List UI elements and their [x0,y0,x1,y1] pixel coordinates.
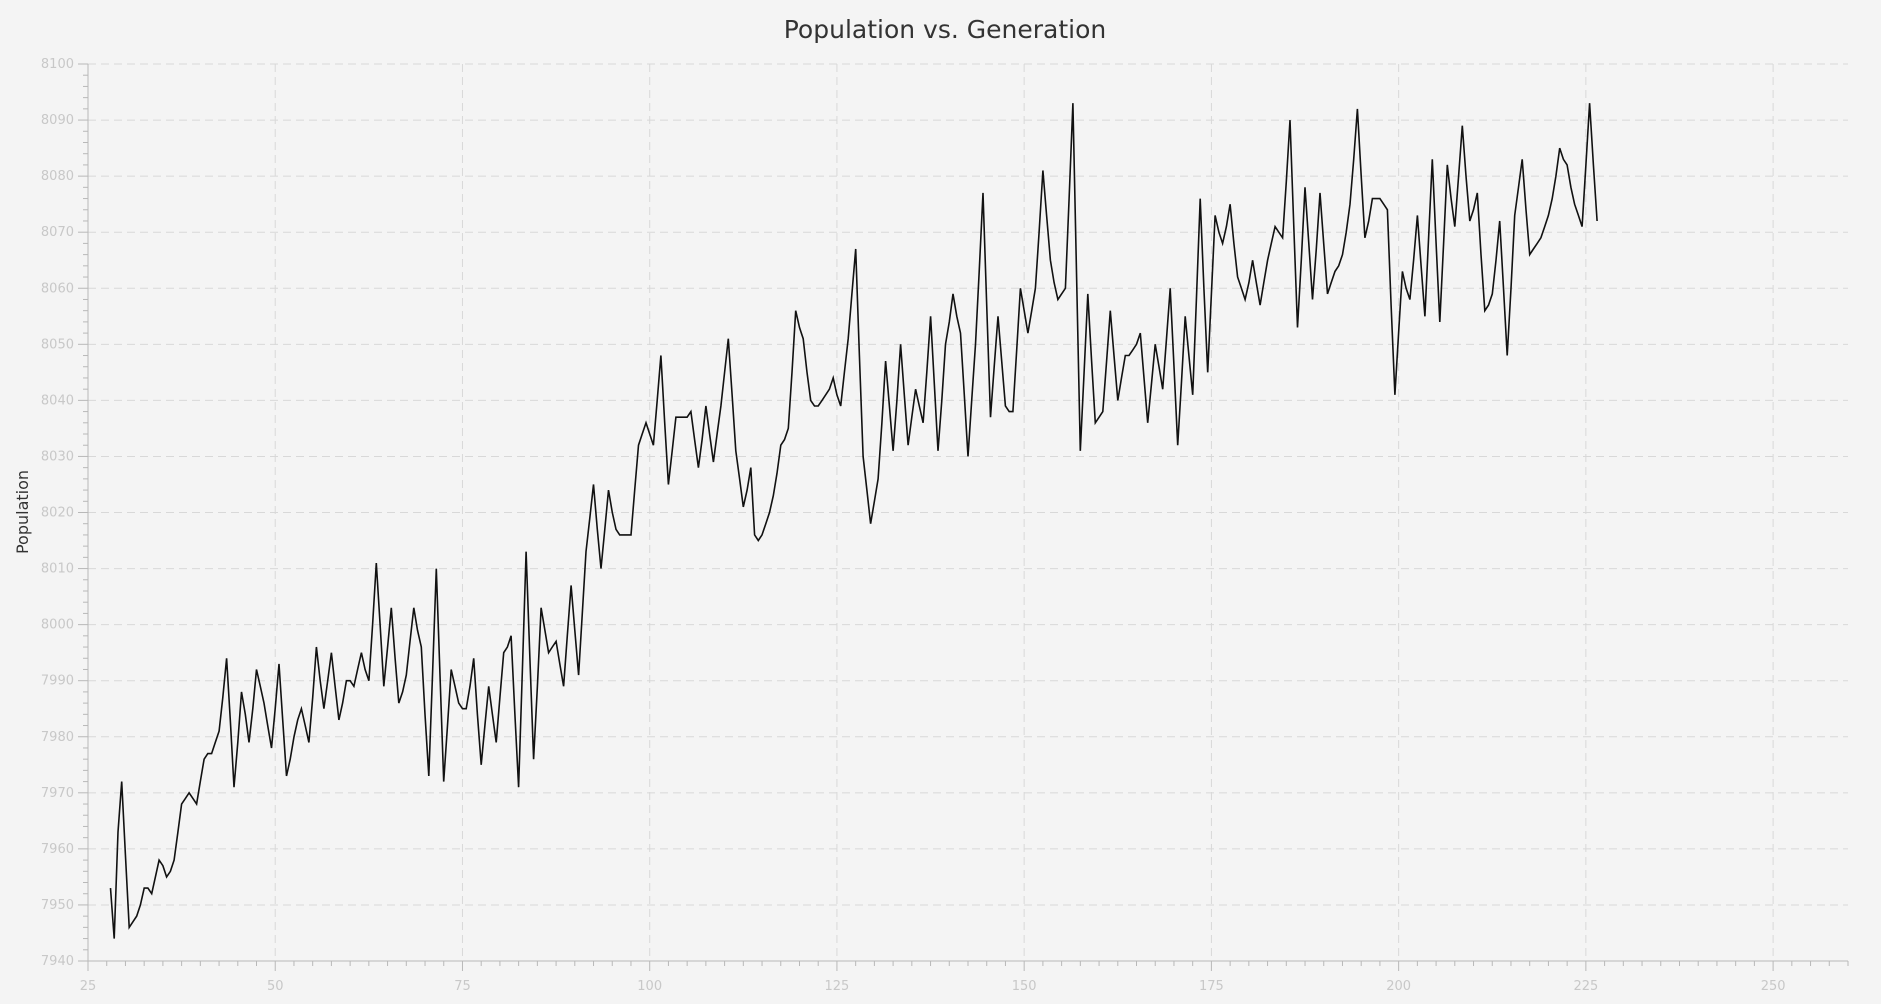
series-line-population [109,103,1598,939]
y-tick-label: 8090 [41,113,74,128]
y-tick-label: 8000 [41,618,74,633]
x-tick-label: 225 [1573,979,1598,994]
x-tick-label: 100 [637,979,662,994]
y-tick-label: 8010 [41,562,74,577]
x-tick-label: 175 [1199,979,1224,994]
y-tick-label: 7960 [41,842,74,857]
grid [88,63,1848,961]
y-tick-label: 7940 [41,954,74,969]
y-tick-label: 8070 [41,225,74,240]
y-tick-label: 8040 [41,393,74,408]
y-tick-label: 8020 [41,506,74,521]
x-tick-label: 200 [1386,979,1411,994]
series-layer [109,103,1598,939]
x-tick-label: 50 [267,979,284,994]
y-tick-label: 8030 [41,449,74,464]
y-tick-label: 8060 [41,281,74,296]
chart-title: Population vs. Generation [784,15,1106,44]
x-tick-label: 125 [825,979,850,994]
y-tick-label: 7970 [41,786,74,801]
y-tick-label: 8100 [41,57,74,72]
x-tick-label: 150 [1012,979,1037,994]
x-tick-label: 75 [454,979,471,994]
y-axis-label: Population [13,470,32,554]
axes [78,63,1849,971]
x-tick-label: 25 [80,979,97,994]
y-tick-label: 7990 [41,674,74,689]
x-tick-label: 250 [1761,979,1786,994]
y-tick-label: 7980 [41,730,74,745]
y-tick-label: 7950 [41,898,74,913]
y-tick-label: 8050 [41,337,74,352]
y-tick-label: 8080 [41,169,74,184]
tick-labels: 7940 7950 7960 7970 7980 7990 8000 8010 8020 8030… [41,57,1786,994]
